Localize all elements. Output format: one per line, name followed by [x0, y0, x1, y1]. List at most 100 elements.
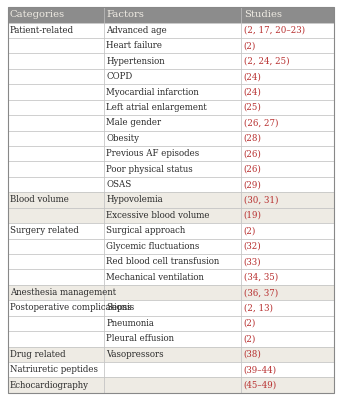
- Text: (2, 13): (2, 13): [244, 304, 273, 312]
- Text: (32): (32): [244, 242, 261, 251]
- Text: (25): (25): [244, 103, 262, 112]
- Bar: [104, 177, 241, 192]
- Bar: [8, 254, 104, 270]
- Text: Myocardial infarction: Myocardial infarction: [106, 88, 199, 96]
- Text: (29): (29): [244, 180, 262, 189]
- Text: (2): (2): [244, 226, 256, 235]
- Bar: [8, 377, 104, 393]
- Text: Factors: Factors: [106, 10, 144, 20]
- Bar: [8, 362, 104, 377]
- Bar: [104, 223, 241, 238]
- Bar: [8, 300, 104, 316]
- Bar: [104, 69, 241, 84]
- Bar: [104, 362, 241, 377]
- Bar: [8, 285, 104, 300]
- Bar: [241, 146, 334, 162]
- Text: (39–44): (39–44): [244, 365, 277, 374]
- Text: Echocardiography: Echocardiography: [10, 380, 89, 390]
- Bar: [241, 100, 334, 115]
- Bar: [241, 377, 334, 393]
- Bar: [104, 331, 241, 346]
- Text: Patient-related: Patient-related: [10, 26, 74, 35]
- Bar: [241, 38, 334, 54]
- Bar: [104, 192, 241, 208]
- Text: Advanced age: Advanced age: [106, 26, 167, 35]
- Bar: [104, 254, 241, 270]
- Text: (2): (2): [244, 319, 256, 328]
- Bar: [241, 331, 334, 346]
- Text: (30, 31): (30, 31): [244, 196, 278, 204]
- Text: Pleural effusion: Pleural effusion: [106, 334, 174, 343]
- Bar: [8, 162, 104, 177]
- Bar: [8, 192, 104, 208]
- Text: Vasopressors: Vasopressors: [106, 350, 164, 359]
- Bar: [241, 177, 334, 192]
- Text: Left atrial enlargement: Left atrial enlargement: [106, 103, 207, 112]
- Text: Hypertension: Hypertension: [106, 57, 165, 66]
- Bar: [8, 115, 104, 130]
- Text: COPD: COPD: [106, 72, 133, 81]
- Text: (2): (2): [244, 334, 256, 343]
- Bar: [104, 270, 241, 285]
- Bar: [104, 285, 241, 300]
- Bar: [241, 84, 334, 100]
- Bar: [241, 316, 334, 331]
- Bar: [241, 270, 334, 285]
- Text: Excessive blood volume: Excessive blood volume: [106, 211, 210, 220]
- Bar: [8, 100, 104, 115]
- Text: (24): (24): [244, 72, 262, 81]
- Text: (34, 35): (34, 35): [244, 273, 278, 282]
- Bar: [104, 7, 241, 23]
- Bar: [8, 146, 104, 162]
- Bar: [8, 223, 104, 238]
- Bar: [241, 238, 334, 254]
- Text: Drug related: Drug related: [10, 350, 66, 359]
- Text: Poor physical status: Poor physical status: [106, 165, 193, 174]
- Bar: [104, 238, 241, 254]
- Text: Mechanical ventilation: Mechanical ventilation: [106, 273, 204, 282]
- Bar: [8, 23, 104, 38]
- Text: (26): (26): [244, 149, 262, 158]
- Text: (26, 27): (26, 27): [244, 118, 278, 127]
- Text: Male gender: Male gender: [106, 118, 161, 127]
- Text: (33): (33): [244, 257, 261, 266]
- Bar: [8, 316, 104, 331]
- Bar: [8, 238, 104, 254]
- Bar: [241, 54, 334, 69]
- Text: Natriuretic peptides: Natriuretic peptides: [10, 365, 98, 374]
- Text: (2): (2): [244, 41, 256, 50]
- Text: Categories: Categories: [10, 10, 65, 20]
- Text: (19): (19): [244, 211, 262, 220]
- Bar: [104, 54, 241, 69]
- Text: Hypovolemia: Hypovolemia: [106, 196, 163, 204]
- Text: (45–49): (45–49): [244, 380, 277, 390]
- Text: (38): (38): [244, 350, 262, 359]
- Bar: [8, 331, 104, 346]
- Bar: [8, 130, 104, 146]
- Text: Obesity: Obesity: [106, 134, 140, 143]
- Text: (36, 37): (36, 37): [244, 288, 278, 297]
- Bar: [241, 115, 334, 130]
- Bar: [8, 208, 104, 223]
- Text: Postoperative complications: Postoperative complications: [10, 304, 132, 312]
- Bar: [241, 300, 334, 316]
- Bar: [241, 130, 334, 146]
- Bar: [8, 54, 104, 69]
- Bar: [241, 254, 334, 270]
- Bar: [8, 270, 104, 285]
- Bar: [104, 100, 241, 115]
- Bar: [104, 84, 241, 100]
- Text: Anesthesia management: Anesthesia management: [10, 288, 116, 297]
- Bar: [104, 146, 241, 162]
- Text: (2, 24, 25): (2, 24, 25): [244, 57, 289, 66]
- Text: Glycemic fluctuations: Glycemic fluctuations: [106, 242, 200, 251]
- Bar: [241, 362, 334, 377]
- Text: (28): (28): [244, 134, 262, 143]
- Bar: [104, 346, 241, 362]
- Bar: [104, 23, 241, 38]
- Text: OSAS: OSAS: [106, 180, 132, 189]
- Text: Heart failure: Heart failure: [106, 41, 162, 50]
- Text: Blood volume: Blood volume: [10, 196, 69, 204]
- Bar: [241, 23, 334, 38]
- Text: Surgical approach: Surgical approach: [106, 226, 186, 235]
